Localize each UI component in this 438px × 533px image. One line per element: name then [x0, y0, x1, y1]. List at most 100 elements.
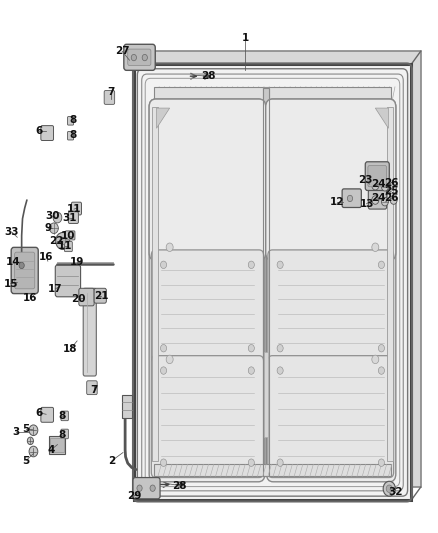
Text: 25: 25	[384, 186, 399, 196]
Text: 8: 8	[69, 130, 76, 140]
Text: 16: 16	[39, 252, 54, 262]
Circle shape	[56, 232, 70, 249]
Circle shape	[19, 262, 24, 269]
FancyBboxPatch shape	[268, 356, 394, 478]
Text: 33: 33	[4, 227, 19, 237]
Text: 7: 7	[107, 87, 115, 97]
Text: 8: 8	[69, 115, 76, 125]
FancyBboxPatch shape	[11, 247, 38, 294]
FancyBboxPatch shape	[368, 190, 387, 209]
Circle shape	[372, 243, 379, 252]
Circle shape	[29, 446, 38, 457]
Text: 12: 12	[330, 197, 344, 207]
Circle shape	[383, 481, 396, 496]
FancyBboxPatch shape	[67, 132, 74, 140]
Text: 23: 23	[358, 175, 372, 185]
FancyBboxPatch shape	[151, 356, 264, 478]
Text: 24: 24	[371, 193, 386, 204]
FancyBboxPatch shape	[67, 117, 74, 125]
Circle shape	[29, 425, 38, 435]
Bar	[264, 352, 268, 437]
FancyBboxPatch shape	[149, 99, 265, 482]
Text: 11: 11	[67, 204, 81, 214]
Bar	[263, 88, 269, 477]
FancyBboxPatch shape	[87, 381, 97, 394]
Circle shape	[390, 181, 397, 190]
Text: 27: 27	[115, 46, 129, 56]
Text: 8: 8	[58, 430, 65, 440]
FancyBboxPatch shape	[368, 165, 387, 187]
Text: 7: 7	[90, 385, 97, 395]
Bar	[387, 107, 393, 461]
Circle shape	[381, 182, 389, 191]
Text: 26: 26	[384, 193, 399, 204]
Text: 32: 32	[389, 488, 403, 497]
Circle shape	[248, 367, 254, 374]
Circle shape	[131, 54, 137, 61]
FancyBboxPatch shape	[266, 99, 396, 261]
FancyBboxPatch shape	[61, 411, 68, 421]
FancyBboxPatch shape	[342, 189, 361, 207]
Circle shape	[378, 344, 385, 352]
FancyBboxPatch shape	[268, 250, 394, 363]
FancyBboxPatch shape	[124, 44, 155, 70]
Text: 5: 5	[22, 424, 30, 434]
Circle shape	[277, 344, 283, 352]
Text: 6: 6	[35, 126, 43, 136]
Circle shape	[248, 344, 254, 352]
Circle shape	[386, 485, 392, 492]
Circle shape	[60, 237, 66, 245]
FancyBboxPatch shape	[65, 231, 75, 240]
Text: 8: 8	[58, 411, 65, 422]
Text: 30: 30	[45, 211, 60, 221]
Circle shape	[378, 367, 385, 374]
Circle shape	[142, 54, 148, 61]
Circle shape	[160, 261, 166, 269]
Text: 26: 26	[384, 177, 399, 188]
Text: 4: 4	[47, 445, 55, 455]
Bar	[50, 438, 64, 451]
Circle shape	[27, 437, 33, 445]
Text: 10: 10	[61, 231, 76, 241]
Text: 21: 21	[94, 290, 108, 301]
Circle shape	[372, 355, 379, 364]
Circle shape	[53, 212, 62, 223]
Circle shape	[372, 196, 379, 204]
Text: 5: 5	[22, 456, 30, 465]
Circle shape	[248, 261, 254, 269]
Circle shape	[160, 344, 166, 352]
FancyBboxPatch shape	[104, 91, 115, 104]
FancyBboxPatch shape	[151, 250, 264, 363]
Circle shape	[347, 195, 353, 201]
Circle shape	[166, 355, 173, 364]
Circle shape	[378, 459, 385, 466]
FancyBboxPatch shape	[365, 162, 389, 190]
Circle shape	[137, 485, 142, 491]
FancyBboxPatch shape	[64, 241, 72, 252]
Circle shape	[150, 485, 155, 491]
Circle shape	[378, 261, 385, 269]
Circle shape	[166, 243, 173, 252]
Text: 13: 13	[359, 199, 374, 209]
Polygon shape	[375, 108, 389, 128]
Bar	[122, 395, 132, 418]
Text: 11: 11	[58, 241, 73, 251]
Bar	[153, 87, 392, 104]
Circle shape	[381, 197, 389, 206]
Text: 15: 15	[4, 279, 18, 288]
Text: 31: 31	[63, 213, 77, 223]
Text: 3: 3	[12, 427, 20, 438]
FancyBboxPatch shape	[83, 288, 96, 376]
Text: 28: 28	[173, 481, 187, 490]
Circle shape	[372, 181, 379, 190]
Polygon shape	[156, 108, 170, 128]
Bar	[49, 435, 65, 454]
FancyBboxPatch shape	[267, 99, 396, 482]
FancyBboxPatch shape	[55, 265, 81, 297]
FancyBboxPatch shape	[71, 202, 81, 215]
Text: 20: 20	[71, 294, 86, 304]
Text: 19: 19	[70, 257, 84, 267]
Text: 16: 16	[23, 293, 38, 303]
FancyBboxPatch shape	[14, 252, 35, 289]
Circle shape	[277, 367, 283, 374]
